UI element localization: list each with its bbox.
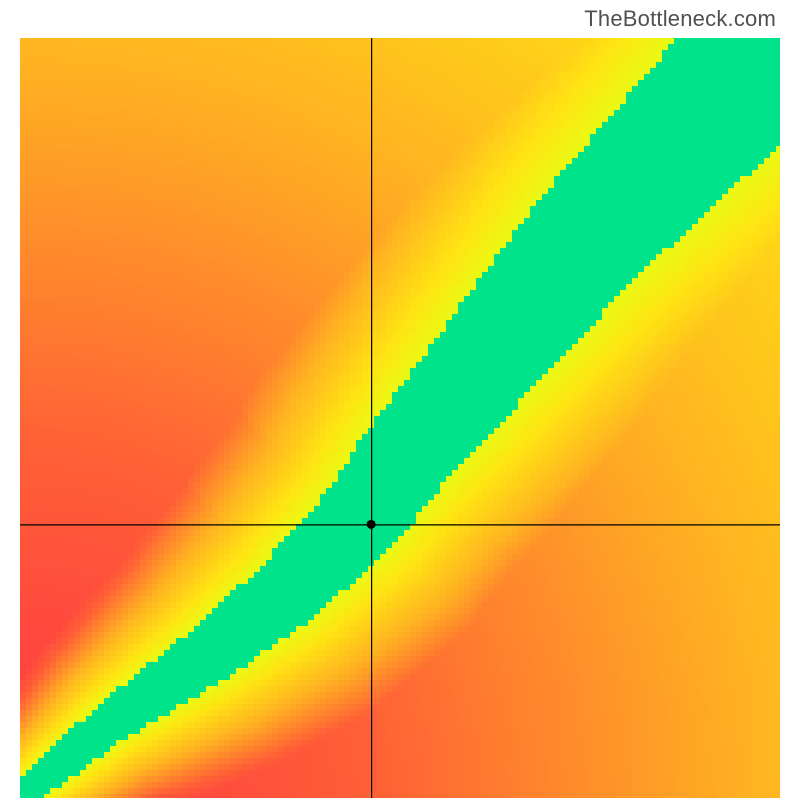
watermark-text: TheBottleneck.com: [584, 6, 776, 32]
chart-container: { "watermark": "TheBottleneck.com", "wat…: [0, 0, 800, 800]
bottleneck-heatmap: [20, 38, 780, 798]
